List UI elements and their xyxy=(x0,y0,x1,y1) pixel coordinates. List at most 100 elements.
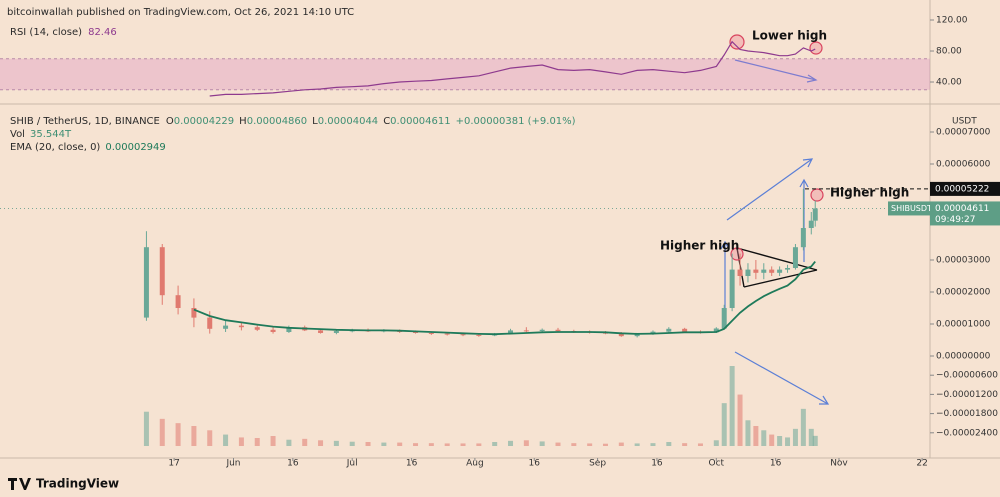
volume-bar xyxy=(286,439,292,446)
countdown: 09:49:27 xyxy=(935,215,975,225)
rsi-legend: RSI (14, close) 82.46 xyxy=(10,27,117,38)
ohlc-value: 0.00004611 xyxy=(390,116,450,127)
candle-body xyxy=(777,269,783,273)
y-tick-label: 0.00007000 xyxy=(936,128,991,138)
candle-body xyxy=(713,328,719,333)
rsi-label: RSI (14, close) xyxy=(10,27,82,38)
ema-legend: EMA (20, close, 0) 0.00002949 xyxy=(10,142,166,153)
trend-arrows xyxy=(720,59,830,405)
currency-label: USDT xyxy=(952,117,977,127)
x-tick-label: 17 xyxy=(168,459,179,469)
x-tick-label: Oct xyxy=(709,459,725,469)
candle-body xyxy=(634,333,640,337)
candle-body xyxy=(413,332,419,333)
volume-bar xyxy=(682,443,688,446)
x-tick-label: 16 xyxy=(770,459,782,469)
volume-label: Vol xyxy=(10,129,25,140)
symbol-legend: SHIB / TetherUS, 1D, BINANCE O0.00004229 H… xyxy=(10,116,576,127)
volume-legend: Vol 35.544T xyxy=(10,129,72,140)
ema-label: EMA (20, close, 0) xyxy=(10,142,100,153)
volume-bar xyxy=(444,443,450,446)
volume-bar xyxy=(555,442,561,446)
candle-body xyxy=(761,269,767,273)
candle-body xyxy=(769,269,775,273)
volume-bar xyxy=(792,428,798,446)
triangle-lower xyxy=(743,269,818,288)
volume-bar xyxy=(175,423,181,446)
candle-body xyxy=(159,247,165,296)
rsi-tick-label: 40.00 xyxy=(936,78,962,88)
candle-body xyxy=(175,295,181,308)
volume-bar xyxy=(808,428,814,446)
rsi-tick-label: 120.00 xyxy=(936,16,968,26)
volume-bar xyxy=(785,437,791,446)
volume-bar xyxy=(523,440,529,446)
volume-bar xyxy=(318,440,324,446)
volume-bar xyxy=(737,394,743,446)
triangle-upper xyxy=(736,247,818,271)
volume-bar xyxy=(761,430,767,446)
circle xyxy=(729,34,745,50)
ohlc-value: 0.00004229 xyxy=(174,116,234,127)
volume-bar xyxy=(571,443,577,446)
rsi-arrow xyxy=(734,59,817,81)
candle-body xyxy=(729,269,735,308)
volume-bar xyxy=(223,434,229,446)
volume-bar xyxy=(333,440,339,446)
ticker-tag-label: SHIBUSDT xyxy=(891,204,932,213)
volume-bar xyxy=(270,436,276,446)
candle-body xyxy=(721,308,727,329)
attribution: bitcoinwallah published on TradingView.c… xyxy=(7,7,354,18)
volume-bar xyxy=(381,442,387,446)
y-tick-label: −0.00002400 xyxy=(936,428,998,438)
volume-bar xyxy=(539,441,545,446)
volume-bar xyxy=(413,443,419,446)
candle-body xyxy=(428,332,434,334)
x-tick-label: Nov xyxy=(830,459,848,469)
x-tick-label: Jul xyxy=(346,459,358,469)
candle-body xyxy=(207,317,213,329)
candle-body xyxy=(238,325,244,328)
volume-bar xyxy=(769,434,775,446)
volume-bar xyxy=(697,443,703,446)
annotation: Higher high xyxy=(830,186,909,200)
candle-body xyxy=(812,208,818,221)
ticker-tag xyxy=(888,201,930,216)
candle-body xyxy=(737,269,743,276)
volume-bar xyxy=(729,366,735,446)
volume-bar xyxy=(587,443,593,446)
volume-bar xyxy=(397,442,403,446)
volume-value: 35.544T xyxy=(30,129,72,140)
volume-bar xyxy=(302,438,308,446)
rsi-value: 82.46 xyxy=(88,27,117,38)
candle-body xyxy=(666,328,672,332)
candle-body xyxy=(555,329,561,332)
y-tick-label: −0.00001800 xyxy=(936,409,998,419)
x-tick-label: 16 xyxy=(287,459,299,469)
arrow-head xyxy=(802,158,814,168)
ohlc-key: O xyxy=(166,116,174,127)
volume-bar xyxy=(812,435,818,446)
candle-body xyxy=(682,328,688,332)
rsi-tick-label: 80.00 xyxy=(936,47,962,57)
candle-body xyxy=(286,327,292,332)
candle-body xyxy=(254,327,260,330)
candle-body xyxy=(191,308,197,318)
candle-body xyxy=(318,330,324,333)
volume-bar xyxy=(602,443,608,446)
ohlc-key: H xyxy=(239,116,247,127)
volume-bar xyxy=(191,426,197,446)
rsi-band xyxy=(0,58,930,90)
y-tick-label: 0.00000000 xyxy=(936,352,991,362)
volume-bar xyxy=(713,440,719,446)
last-price-label: 0.00004611 xyxy=(935,204,989,214)
x-tick-label: Aug xyxy=(466,459,484,469)
candle-body xyxy=(460,334,466,336)
brand-name: TradingView xyxy=(36,477,119,491)
volume-bar xyxy=(745,420,751,446)
volume-bar xyxy=(666,442,672,446)
volume-bar xyxy=(460,443,466,446)
candle-body xyxy=(800,228,806,248)
